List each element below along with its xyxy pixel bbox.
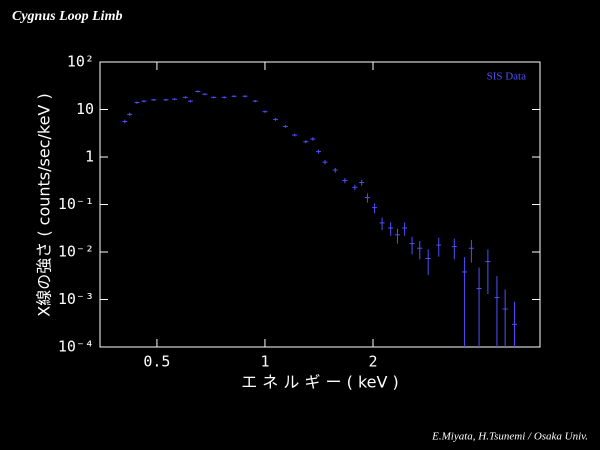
x-tick-label: 2 [368,353,377,371]
legend-entry: SIS Data [487,71,527,83]
x-tick-label: 0.5 [143,353,170,371]
plot-area [122,90,518,347]
y-axis-label: X線の強さ ( counts/sec/keV ) [35,93,54,316]
y-tick-label: 10 [76,100,94,118]
chart-title: Cygnus Loop Limb [12,9,122,24]
y-tick-label: 10⁻² [58,243,94,261]
x-tick-label: 1 [260,353,269,371]
y-tick-label: 10⁻³ [58,290,94,308]
y-tick-label: 1 [85,148,94,166]
y-tick-label: 10² [67,53,94,71]
y-tick-label: 10⁻⁴ [58,338,94,356]
y-tick-label: 10⁻¹ [58,195,94,213]
credit: E.Miyata, H.Tsunemi / Osaka Univ. [431,431,588,443]
x-axis-label: エ ネ ル ギ ー ( keV ) [241,373,399,392]
plot-frame [99,61,541,348]
